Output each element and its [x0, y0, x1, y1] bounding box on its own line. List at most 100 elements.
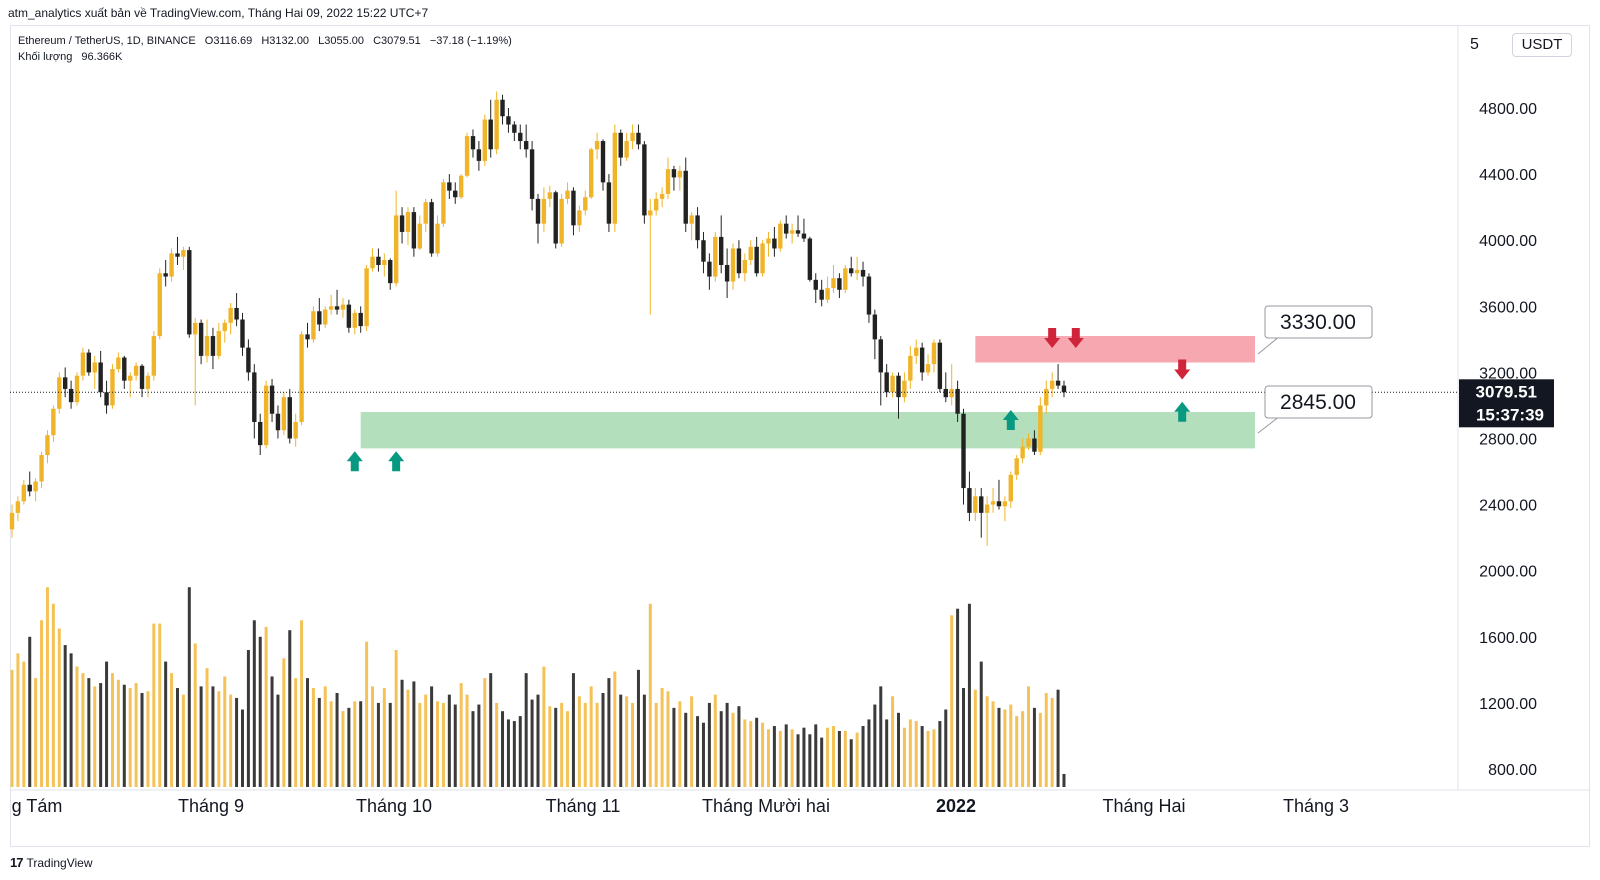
candle [399, 207, 405, 244]
price-tick-label: 3200.00 [1479, 365, 1537, 382]
candle [228, 302, 233, 335]
candle-body [518, 132, 523, 142]
legend-change: −37.18 (−1.19%) [429, 35, 512, 47]
candle-body [1049, 380, 1055, 389]
candle-body [435, 223, 440, 254]
volume-bar [571, 673, 575, 787]
price-tick-label: 4000.00 [1479, 233, 1537, 250]
price-tick-label: 2400.00 [1479, 498, 1537, 515]
candle [559, 193, 564, 247]
candle-body [33, 481, 38, 492]
price-tick-label: 4800.00 [1479, 101, 1537, 118]
candle-body [45, 435, 50, 456]
price-axis: 800.00 1200.00 1600.00 2000.00 2400.00 2800.0… [1457, 25, 1537, 790]
volume-bar [814, 724, 818, 787]
volume-bar [217, 691, 221, 787]
candle [110, 364, 115, 409]
candle [246, 339, 251, 381]
volume-bar [506, 719, 510, 787]
candle-body [955, 388, 960, 414]
candle [955, 380, 960, 422]
candle-body [429, 202, 434, 254]
legend-volume-label: Khối lượng [18, 51, 73, 63]
candle-body [890, 375, 895, 393]
time-tick-label: Tháng 9 [178, 796, 244, 816]
volume-bar [879, 686, 883, 787]
volume-bar [761, 722, 765, 787]
candle [553, 190, 558, 249]
volume-bar [820, 737, 824, 787]
candle [1061, 380, 1067, 398]
candle-body [305, 334, 310, 340]
volume-bar [146, 691, 150, 787]
volume-bar [436, 701, 440, 787]
candle-body [860, 269, 866, 277]
candle-body [736, 248, 742, 274]
candle [831, 264, 836, 294]
callout-box [1264, 305, 1373, 339]
volume-bar [134, 683, 138, 787]
volume-bar [388, 702, 392, 787]
candle-body [405, 212, 411, 232]
candle-body [323, 309, 328, 325]
volume-bar [749, 721, 753, 787]
candle-body [914, 347, 919, 356]
legend-close: C3079.51 [373, 35, 421, 47]
volume-bar [979, 661, 983, 787]
candle [234, 293, 239, 327]
candle-body [630, 132, 635, 142]
volume-bar [725, 702, 729, 787]
legend-symbol: Ethereum / TetherUS, 1D, BINANCE [18, 35, 196, 47]
volume-bar [501, 711, 505, 787]
candle-body [193, 322, 198, 335]
candle-body [553, 192, 558, 244]
candle-body [1032, 438, 1037, 452]
candle-body [931, 342, 937, 365]
volume-bar [849, 739, 853, 787]
candle-body [86, 352, 92, 373]
candle-body [281, 397, 287, 431]
candle [74, 372, 80, 406]
candle [317, 298, 322, 332]
volume-bar [329, 701, 333, 787]
candle-body [447, 182, 452, 191]
currency-selector-button[interactable]: USDT [1512, 33, 1572, 57]
candle-body [973, 496, 978, 513]
candle [51, 405, 56, 442]
volume-bar [666, 691, 670, 787]
candle-body [961, 413, 966, 489]
candle-body [1014, 458, 1019, 475]
volume-bar [317, 697, 321, 787]
candle-body [789, 230, 795, 234]
volume-bar [45, 587, 49, 787]
volume-bar [654, 702, 658, 787]
volume-bar [967, 603, 971, 787]
candle [736, 240, 742, 279]
candle-body [74, 375, 80, 403]
candle-body [311, 311, 316, 340]
volume-bar [648, 603, 652, 787]
callouts-layer: 3330.00 2845.00 [1257, 305, 1373, 434]
volume-bar [1050, 697, 1054, 787]
candle [222, 319, 227, 343]
candle-body [204, 336, 210, 356]
candle [334, 289, 340, 315]
volume-bar [837, 730, 841, 787]
candle [92, 355, 97, 389]
volume-bar [885, 719, 889, 787]
candle-body [854, 269, 860, 274]
candle-body [902, 380, 907, 398]
candle-body [358, 312, 363, 327]
volume-bar [164, 661, 168, 787]
volume-bar [22, 661, 26, 787]
candle-body [51, 408, 56, 436]
candle-body [559, 198, 564, 244]
volume-bar [193, 643, 197, 787]
candle [937, 339, 943, 393]
volume-bar [258, 636, 262, 787]
candle-body [506, 116, 511, 125]
volume-bar [1021, 711, 1025, 787]
candle-body [104, 392, 109, 406]
candle [529, 141, 535, 211]
